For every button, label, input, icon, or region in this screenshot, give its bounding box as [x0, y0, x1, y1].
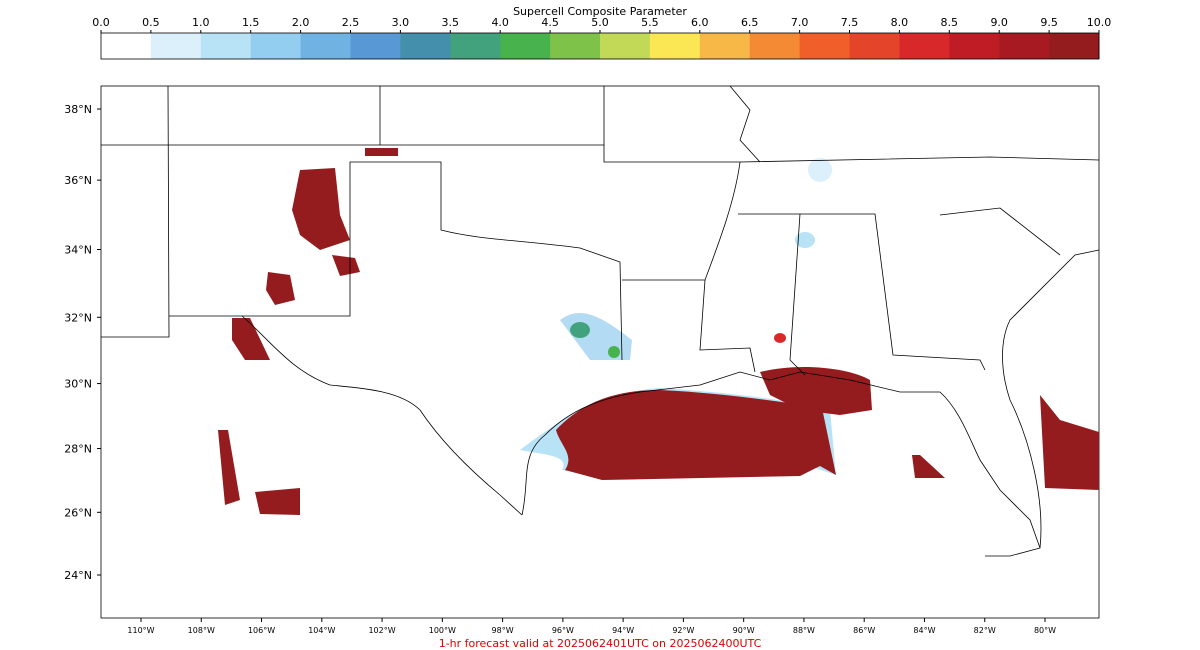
colorbar-tick-label: 10.0 [1087, 16, 1112, 29]
lat-label: 36°N [64, 174, 92, 187]
colorbar-bin [500, 33, 551, 59]
colorbar-tick-label: 8.0 [891, 16, 909, 29]
colorbar-bin [400, 33, 451, 59]
footer-text: 1-hr forecast valid at 2025062401UTC on … [439, 637, 762, 650]
colorbar-tick-label: 6.5 [741, 16, 759, 29]
lon-label: 104°W [308, 626, 335, 635]
shading [218, 148, 1099, 515]
boundaries [101, 85, 1100, 557]
lat-label: 38°N [64, 103, 92, 116]
colorbar-bin [899, 33, 950, 59]
lon-label: 84°W [913, 626, 935, 635]
colorbar-tick-label: 1.5 [242, 16, 260, 29]
colorbar-title: Supercell Composite Parameter [513, 5, 687, 18]
colorbar-tick-label: 4.0 [491, 16, 509, 29]
colorbar-tick-label: 6.0 [691, 16, 709, 29]
colorbar-tick-label: 0.5 [142, 16, 160, 29]
colorbar-bin [600, 33, 651, 59]
lon-label: 110°W [127, 626, 154, 635]
colorbar-bin [699, 33, 751, 59]
colorbar-bin [101, 33, 152, 59]
colorbar-bin [799, 33, 850, 59]
colorbar-bin [300, 33, 351, 59]
lon-label: 96°W [552, 626, 574, 635]
colorbar-bin [250, 33, 302, 59]
lon-label: 92°W [672, 626, 694, 635]
colorbar-tick-label: 4.5 [541, 16, 559, 29]
lat-label: 32°N [64, 311, 92, 324]
lon-label: 82°W [974, 626, 996, 635]
colorbar-bin [1049, 33, 1100, 59]
colorbar-tick-label: 0.0 [92, 16, 110, 29]
colorbar-tick-label: 3.5 [442, 16, 460, 29]
lat-label: 34°N [64, 244, 92, 257]
map-axes: 38°N 36°N 34°N 32°N 30°N 28°N 26°N 24°N 110°W 108… [64, 103, 1056, 635]
lon-label: 88°W [793, 626, 815, 635]
lon-label: 106°W [248, 626, 275, 635]
lon-label: 90°W [733, 626, 755, 635]
colorbar-tick-label: 2.0 [292, 16, 310, 29]
colorbar-bin [649, 33, 701, 59]
lon-label: 80°W [1034, 626, 1056, 635]
colorbar-tick-label: 3.0 [392, 16, 410, 29]
lat-label: 26°N [64, 506, 92, 519]
lon-label: 86°W [853, 626, 875, 635]
lon-label: 102°W [368, 626, 395, 635]
lon-label: 108°W [188, 626, 215, 635]
colorbar-tick-label: 7.0 [791, 16, 809, 29]
colorbar-bin [949, 33, 1000, 59]
lat-label: 24°N [64, 569, 92, 582]
colorbar-bin [999, 33, 1050, 59]
lon-label: 100°W [429, 626, 456, 635]
colorbar-tick-label: 9.0 [990, 16, 1008, 29]
colorbar-bin [150, 33, 202, 59]
colorbar-tick-label: 5.5 [641, 16, 659, 29]
colorbar-bin [849, 33, 900, 59]
colorbar-tick-label: 1.0 [192, 16, 210, 29]
colorbar-tick-label: 9.5 [1040, 16, 1058, 29]
colorbar-tick-label: 2.5 [342, 16, 360, 29]
colorbar-bin [450, 33, 501, 59]
colorbar-tick-label: 8.5 [941, 16, 959, 29]
colorbar-bin [550, 33, 601, 59]
colorbar-tick-label: 7.5 [841, 16, 859, 29]
colorbar-bin [350, 33, 401, 59]
colorbar-tick-label: 5.0 [591, 16, 609, 29]
colorbar-bin [749, 33, 801, 59]
colorbar: 0.0 0.5 1.0 1.5 2.0 2.5 3.0 3.5 4.0 4.5 5.0 5.5 6.0 6… [92, 16, 1112, 60]
lon-label: 94°W [612, 626, 634, 635]
lat-label: 30°N [64, 378, 92, 391]
lat-label: 28°N [64, 443, 92, 456]
colorbar-bin [200, 33, 252, 59]
lon-label: 98°W [492, 626, 514, 635]
